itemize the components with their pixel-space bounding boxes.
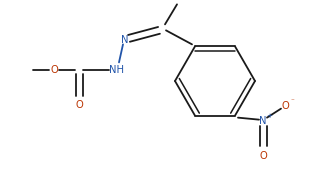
Text: O: O <box>75 100 83 110</box>
Text: N: N <box>259 116 267 126</box>
Text: NH: NH <box>110 65 125 75</box>
Text: ⁻: ⁻ <box>290 99 294 105</box>
Text: N: N <box>121 35 129 45</box>
Text: O: O <box>259 151 267 161</box>
Text: +: + <box>266 113 272 119</box>
Text: O: O <box>281 101 289 111</box>
Text: O: O <box>50 65 58 75</box>
